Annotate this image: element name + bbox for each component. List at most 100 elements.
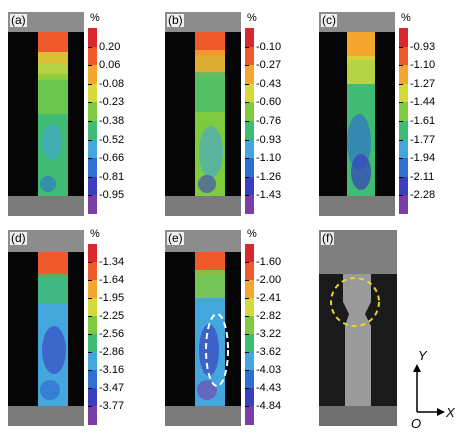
colorbar-a <box>88 28 97 215</box>
colorbar-tickmark <box>88 334 92 335</box>
colorbar-tick-label: -2.56 <box>99 328 125 340</box>
colorbar-tick-label: -1.64 <box>99 274 125 286</box>
colorbar-tick-label: -2.86 <box>99 346 125 358</box>
colorbar-tick-label: 0.06 <box>99 59 121 72</box>
colorbar-tick-label: -1.27 <box>410 77 436 90</box>
colorbar-segment <box>88 316 97 335</box>
colorbar-segment <box>88 46 97 66</box>
colorbar-tick-label: -2.25 <box>99 310 125 322</box>
colorbar-tickmark <box>245 46 249 48</box>
colorbar-tickmark <box>245 121 249 122</box>
colorbar-tickmark <box>245 370 249 371</box>
panel-label: (e) <box>167 231 184 245</box>
colorbar-segment <box>245 388 254 407</box>
colorbar-segment <box>88 388 97 407</box>
panel-label: (d) <box>10 231 27 245</box>
colorbar-segment <box>399 83 408 103</box>
colorbar-tick-label: -1.44 <box>410 96 436 109</box>
colorbar-tick-label: -3.77 <box>99 400 125 412</box>
colorbar-segment <box>245 139 254 159</box>
colorbar-segment <box>88 195 97 215</box>
colorbar-tickmark <box>88 280 92 281</box>
specimen-photo-f: (f) <box>319 230 397 426</box>
colorbar-segment <box>399 46 408 66</box>
axes-arrows-icon <box>413 364 445 416</box>
colorbar-tickmark <box>88 370 92 371</box>
colorbar-tick-label: -2.41 <box>256 292 282 304</box>
colorbar-tickmark <box>399 195 403 197</box>
strain-map-b: (b) <box>165 12 241 216</box>
colorbar-tickmark <box>399 139 403 141</box>
colorbar-tickmark <box>245 352 249 353</box>
colorbar-tick-label: -0.76 <box>256 115 282 127</box>
colorbar-tick-label: -3.47 <box>99 382 125 394</box>
colorbar-segment <box>399 195 408 215</box>
colorbar-b <box>245 28 254 215</box>
colorbar-tickmark <box>399 65 403 67</box>
colorbar-tick-label: -1.10 <box>256 152 282 165</box>
colorbar-unit: % <box>247 12 257 24</box>
colorbar-tick-label: -1.43 <box>256 189 282 202</box>
strain-map-a: (a) <box>8 12 84 216</box>
colorbar-tick-label: -2.11 <box>410 170 435 183</box>
colorbar-tick-label: -1.34 <box>99 256 125 268</box>
colorbar-segment <box>245 28 254 48</box>
colorbar-tickmark <box>245 334 249 335</box>
colorbar-tickmark <box>88 388 92 389</box>
colorbar-segment <box>245 102 254 122</box>
colorbar-segment <box>245 46 254 66</box>
colorbar-tick-label: -4.03 <box>256 364 282 376</box>
colorbar-segment <box>88 370 97 389</box>
colorbar-segment <box>88 102 97 122</box>
colorbar-tick-label: -3.22 <box>256 328 282 340</box>
colorbar-segment <box>399 176 408 196</box>
colorbar-segment <box>88 83 97 103</box>
colorbar-tickmark <box>245 158 249 160</box>
colorbar-tick-label: -2.82 <box>256 310 282 322</box>
colorbar-segment <box>88 352 97 371</box>
colorbar-tickmark <box>88 352 92 353</box>
colorbar-segment <box>399 102 408 122</box>
colorbar-tick-label: -0.38 <box>99 115 125 127</box>
colorbar-tick-label: -0.81 <box>99 170 125 183</box>
colorbar-segment <box>245 316 254 335</box>
strain-map-d: (d) <box>8 230 84 426</box>
panel-label: (b) <box>167 13 184 27</box>
colorbar-tickmark <box>245 406 249 407</box>
colorbar-segment <box>88 28 97 48</box>
colorbar-tickmark <box>399 102 403 104</box>
colorbar-tickmark <box>245 298 249 299</box>
colorbar-segment <box>399 139 408 159</box>
fracture-highlight <box>330 277 380 327</box>
colorbar-tickmark <box>88 121 92 122</box>
colorbar-segment <box>399 28 408 48</box>
colorbar-tickmark <box>245 65 249 67</box>
colorbar-tick-label: -4.43 <box>256 382 282 394</box>
colorbar-segment <box>88 406 97 425</box>
colorbar-unit: % <box>90 12 100 24</box>
colorbar-tickmark <box>88 195 92 197</box>
colorbar-unit: % <box>401 12 411 24</box>
colorbar-segment <box>88 121 97 141</box>
colorbar-tick-label: -1.10 <box>410 59 436 72</box>
colorbar-tick-label: -2.00 <box>256 274 282 286</box>
colorbar-c <box>399 28 408 215</box>
colorbar-segment <box>88 158 97 178</box>
colorbar-tickmark <box>88 176 92 178</box>
panel-label: (c) <box>321 13 337 27</box>
colorbar-segment <box>88 262 97 281</box>
colorbar-d <box>88 244 97 425</box>
colorbar-segment <box>245 352 254 371</box>
colorbar-segment <box>245 244 254 263</box>
panel-label: (a) <box>10 13 27 27</box>
colorbar-segment <box>88 298 97 317</box>
colorbar-tickmark <box>399 46 403 48</box>
colorbar-tick-label: -0.95 <box>99 189 125 202</box>
colorbar-tickmark <box>88 83 92 85</box>
colorbar-tick-label: -0.52 <box>99 133 125 146</box>
colorbar-tick-label: -4.84 <box>256 400 282 412</box>
colorbar-tickmark <box>245 83 249 85</box>
colorbar-tickmark <box>245 139 249 141</box>
colorbar-tickmark <box>88 298 92 299</box>
colorbar-tickmark <box>88 46 92 48</box>
